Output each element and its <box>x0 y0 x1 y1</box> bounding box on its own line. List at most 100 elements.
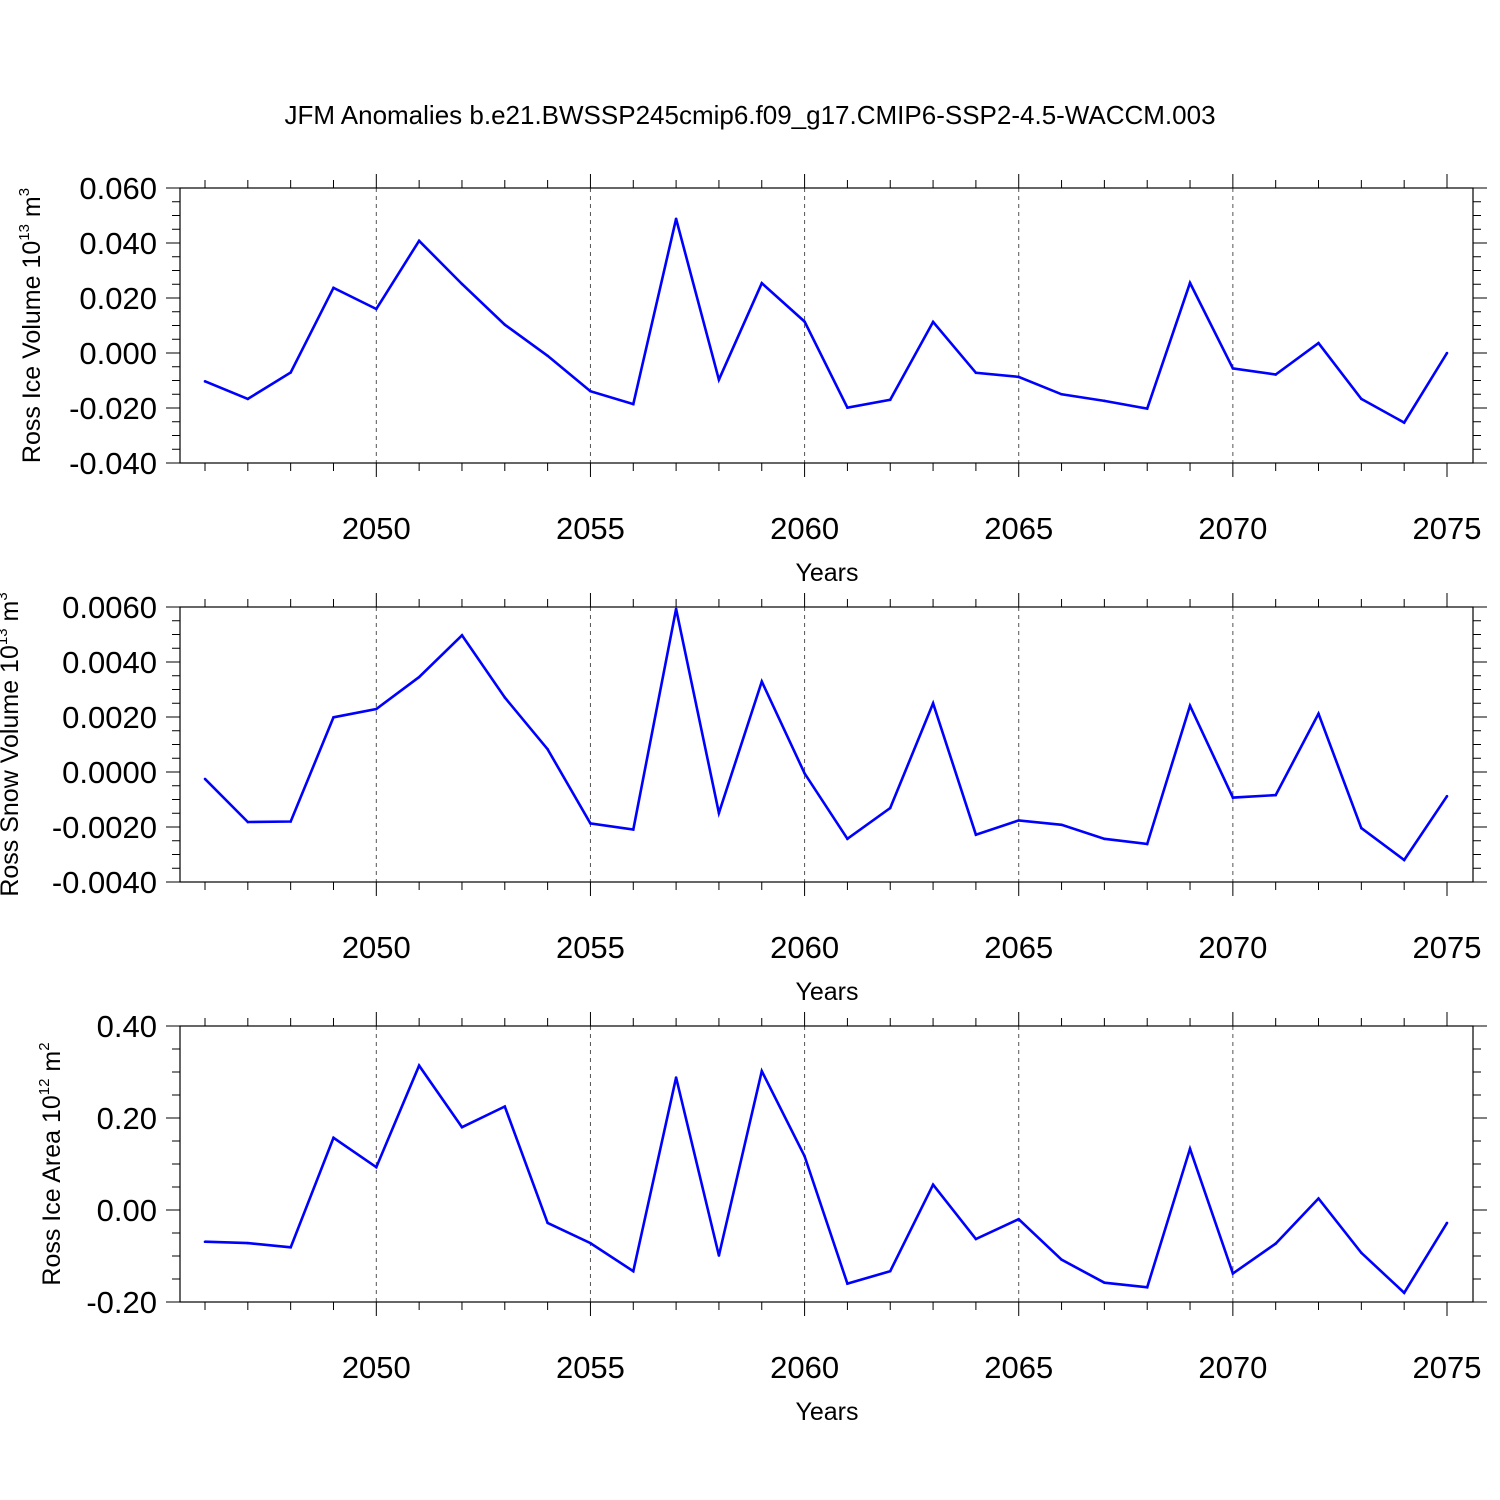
y-tick-label--0.020: -0.020 <box>69 391 157 426</box>
y-axis-title-unit-exponent: 3 <box>0 592 11 600</box>
data-point-2058 <box>717 811 721 815</box>
data-point-2058 <box>717 1254 721 1257</box>
data-point-2052 <box>460 282 464 286</box>
data-point-2047 <box>246 820 250 824</box>
data-point-2056 <box>631 402 635 406</box>
plot-frame <box>179 1025 1474 1303</box>
data-point-2066 <box>1060 1258 1063 1261</box>
data-point-2060 <box>803 1154 806 1158</box>
y-axis-title-unit: m <box>38 1051 66 1079</box>
data-point-2056 <box>631 1269 635 1273</box>
panel-2: -0.0040 -0.0020 0.0000 0.0020 0.0040 0.0060 20… <box>0 590 1487 1006</box>
data-point-2066 <box>1060 392 1063 396</box>
data-point-2060 <box>803 772 806 775</box>
y-tick-label-0.0020: 0.0020 <box>62 700 157 735</box>
x-tick-label-2060: 2060 <box>770 930 839 965</box>
data-point-2053 <box>503 323 507 326</box>
x-tick-label-2065: 2065 <box>984 930 1053 965</box>
y-axis-title: Ross Ice Area 1012 m2 <box>36 1042 66 1285</box>
data-point-2073 <box>1360 1251 1363 1255</box>
y-axis-title-main: Ross Snow Volume 10 <box>0 645 24 897</box>
x-tick-label-2075: 2075 <box>1413 1350 1482 1385</box>
data-point-2063 <box>931 320 935 324</box>
data-point-2057 <box>674 607 678 611</box>
data-point-2075 <box>1445 794 1449 798</box>
data-point-2073 <box>1360 826 1363 830</box>
data-point-2047 <box>246 397 250 401</box>
data-point-2051 <box>417 239 421 243</box>
data-point-2072 <box>1317 712 1320 715</box>
data-point-2049 <box>332 286 335 290</box>
data-point-2059 <box>760 680 764 683</box>
data-point-2061 <box>846 1282 849 1285</box>
data-point-2046 <box>203 380 207 383</box>
y-tick-label-0.0000: 0.0000 <box>62 755 157 790</box>
data-point-2055 <box>589 822 592 825</box>
x-tick-label-2050: 2050 <box>342 930 411 965</box>
data-point-2050 <box>375 707 378 711</box>
data-point-2067 <box>1103 399 1106 403</box>
data-point-2059 <box>760 281 764 285</box>
data-point-2065 <box>1017 819 1021 822</box>
data-point-2065 <box>1017 1217 1021 1221</box>
y-tick-label-0.00: 0.00 <box>97 1193 157 1228</box>
y-axis-title-main: Ross Ice Area 10 <box>38 1095 66 1285</box>
y-axis-title-exponent: 13 <box>16 224 33 241</box>
data-point-2068 <box>1145 842 1149 846</box>
data-point-2057 <box>674 1076 678 1079</box>
y-axis-title: Ross Snow Volume 1013 m3 <box>0 592 24 896</box>
data-point-2050 <box>375 307 378 311</box>
data-point-2069 <box>1188 1147 1192 1151</box>
x-tick-label-2070: 2070 <box>1198 511 1267 546</box>
data-point-2055 <box>589 1241 592 1245</box>
y-tick-label-0.20: 0.20 <box>97 1101 157 1136</box>
data-point-2071 <box>1274 793 1277 797</box>
data-point-2049 <box>332 1136 335 1140</box>
data-point-2073 <box>1360 397 1363 401</box>
series-line <box>204 608 1449 862</box>
x-tick-label-2070: 2070 <box>1198 1350 1267 1385</box>
data-point-2064 <box>974 1237 978 1241</box>
data-point-2049 <box>332 715 335 719</box>
y-tick-label--0.20: -0.20 <box>86 1285 157 1320</box>
x-axis-title: Years <box>795 559 858 587</box>
data-point-2051 <box>417 675 421 679</box>
data-point-2062 <box>888 806 892 810</box>
x-axis-title: Years <box>795 1398 858 1426</box>
y-axis-title-unit: m <box>0 601 24 629</box>
data-point-2063 <box>931 701 935 705</box>
data-point-2074 <box>1402 858 1406 862</box>
data-point-2050 <box>375 1165 378 1169</box>
data-point-2053 <box>503 1105 507 1108</box>
y-tick-label-0.040: 0.040 <box>79 226 157 261</box>
y-axis-title-main: Ross Ice Volume 10 <box>18 241 46 463</box>
data-point-2070 <box>1231 1272 1235 1275</box>
data-point-2074 <box>1402 421 1406 424</box>
data-point-2048 <box>289 1245 292 1249</box>
x-tick-label-2050: 2050 <box>342 1350 411 1385</box>
y-axis-title-exponent: 13 <box>0 628 11 645</box>
y-axis-title-unit: m <box>18 196 46 224</box>
data-point-2070 <box>1231 367 1235 370</box>
data-point-2062 <box>888 398 892 402</box>
data-point-2062 <box>888 1269 892 1273</box>
x-tick-label-2055: 2055 <box>556 1350 625 1385</box>
series-line <box>204 218 1449 425</box>
y-tick-label-0.000: 0.000 <box>79 336 157 371</box>
x-tick-label-2055: 2055 <box>556 930 625 965</box>
x-tick-label-2075: 2075 <box>1413 511 1482 546</box>
data-point-2069 <box>1188 281 1192 285</box>
data-point-2061 <box>846 837 849 841</box>
data-point-2046 <box>203 777 207 781</box>
data-point-2075 <box>1445 351 1449 355</box>
data-point-2055 <box>589 389 592 393</box>
panel-3: -0.20 0.00 0.20 0.40 2050 2055 2060 2065 2070 207… <box>36 1009 1487 1426</box>
data-point-2059 <box>760 1069 764 1073</box>
data-point-2048 <box>289 820 292 823</box>
y-axis-title-unit-exponent: 2 <box>36 1042 53 1050</box>
data-point-2048 <box>289 371 292 374</box>
panel-1: -0.040 -0.020 0.000 0.020 0.040 0.060 2050 2055… <box>16 171 1487 587</box>
x-tick-label-2065: 2065 <box>984 511 1053 546</box>
series-line <box>204 1062 1449 1295</box>
